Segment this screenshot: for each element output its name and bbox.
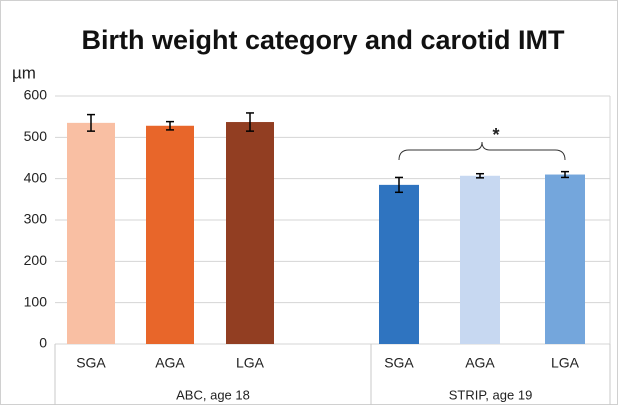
bar xyxy=(545,174,585,344)
y-tick-label: 200 xyxy=(24,252,48,268)
y-tick-label: 100 xyxy=(24,293,48,309)
chart-title: Birth weight category and carotid IMT xyxy=(81,25,565,55)
bar xyxy=(379,184,419,344)
x-tick-label: SGA xyxy=(384,355,414,371)
x-tick-label: LGA xyxy=(236,355,265,371)
bar xyxy=(67,122,115,344)
x-tick-label: LGA xyxy=(551,355,580,371)
x-tick-label: AGA xyxy=(155,355,185,371)
significance-marker: * xyxy=(492,125,499,145)
y-tick-label: 500 xyxy=(24,128,48,144)
y-tick-label: 600 xyxy=(24,87,48,103)
bar xyxy=(146,125,194,344)
y-axis-unit: µm xyxy=(12,63,36,82)
group-label: ABC, age 18 xyxy=(176,387,250,402)
significance-bracket xyxy=(398,141,566,161)
y-tick-label: 300 xyxy=(24,211,48,227)
group-label: STRIP, age 19 xyxy=(449,387,533,402)
bar xyxy=(226,122,274,344)
y-tick-label: 0 xyxy=(39,335,47,351)
x-tick-label: AGA xyxy=(465,355,495,371)
bar xyxy=(460,175,500,344)
x-tick-label: SGA xyxy=(76,355,106,371)
y-tick-label: 400 xyxy=(24,169,48,185)
